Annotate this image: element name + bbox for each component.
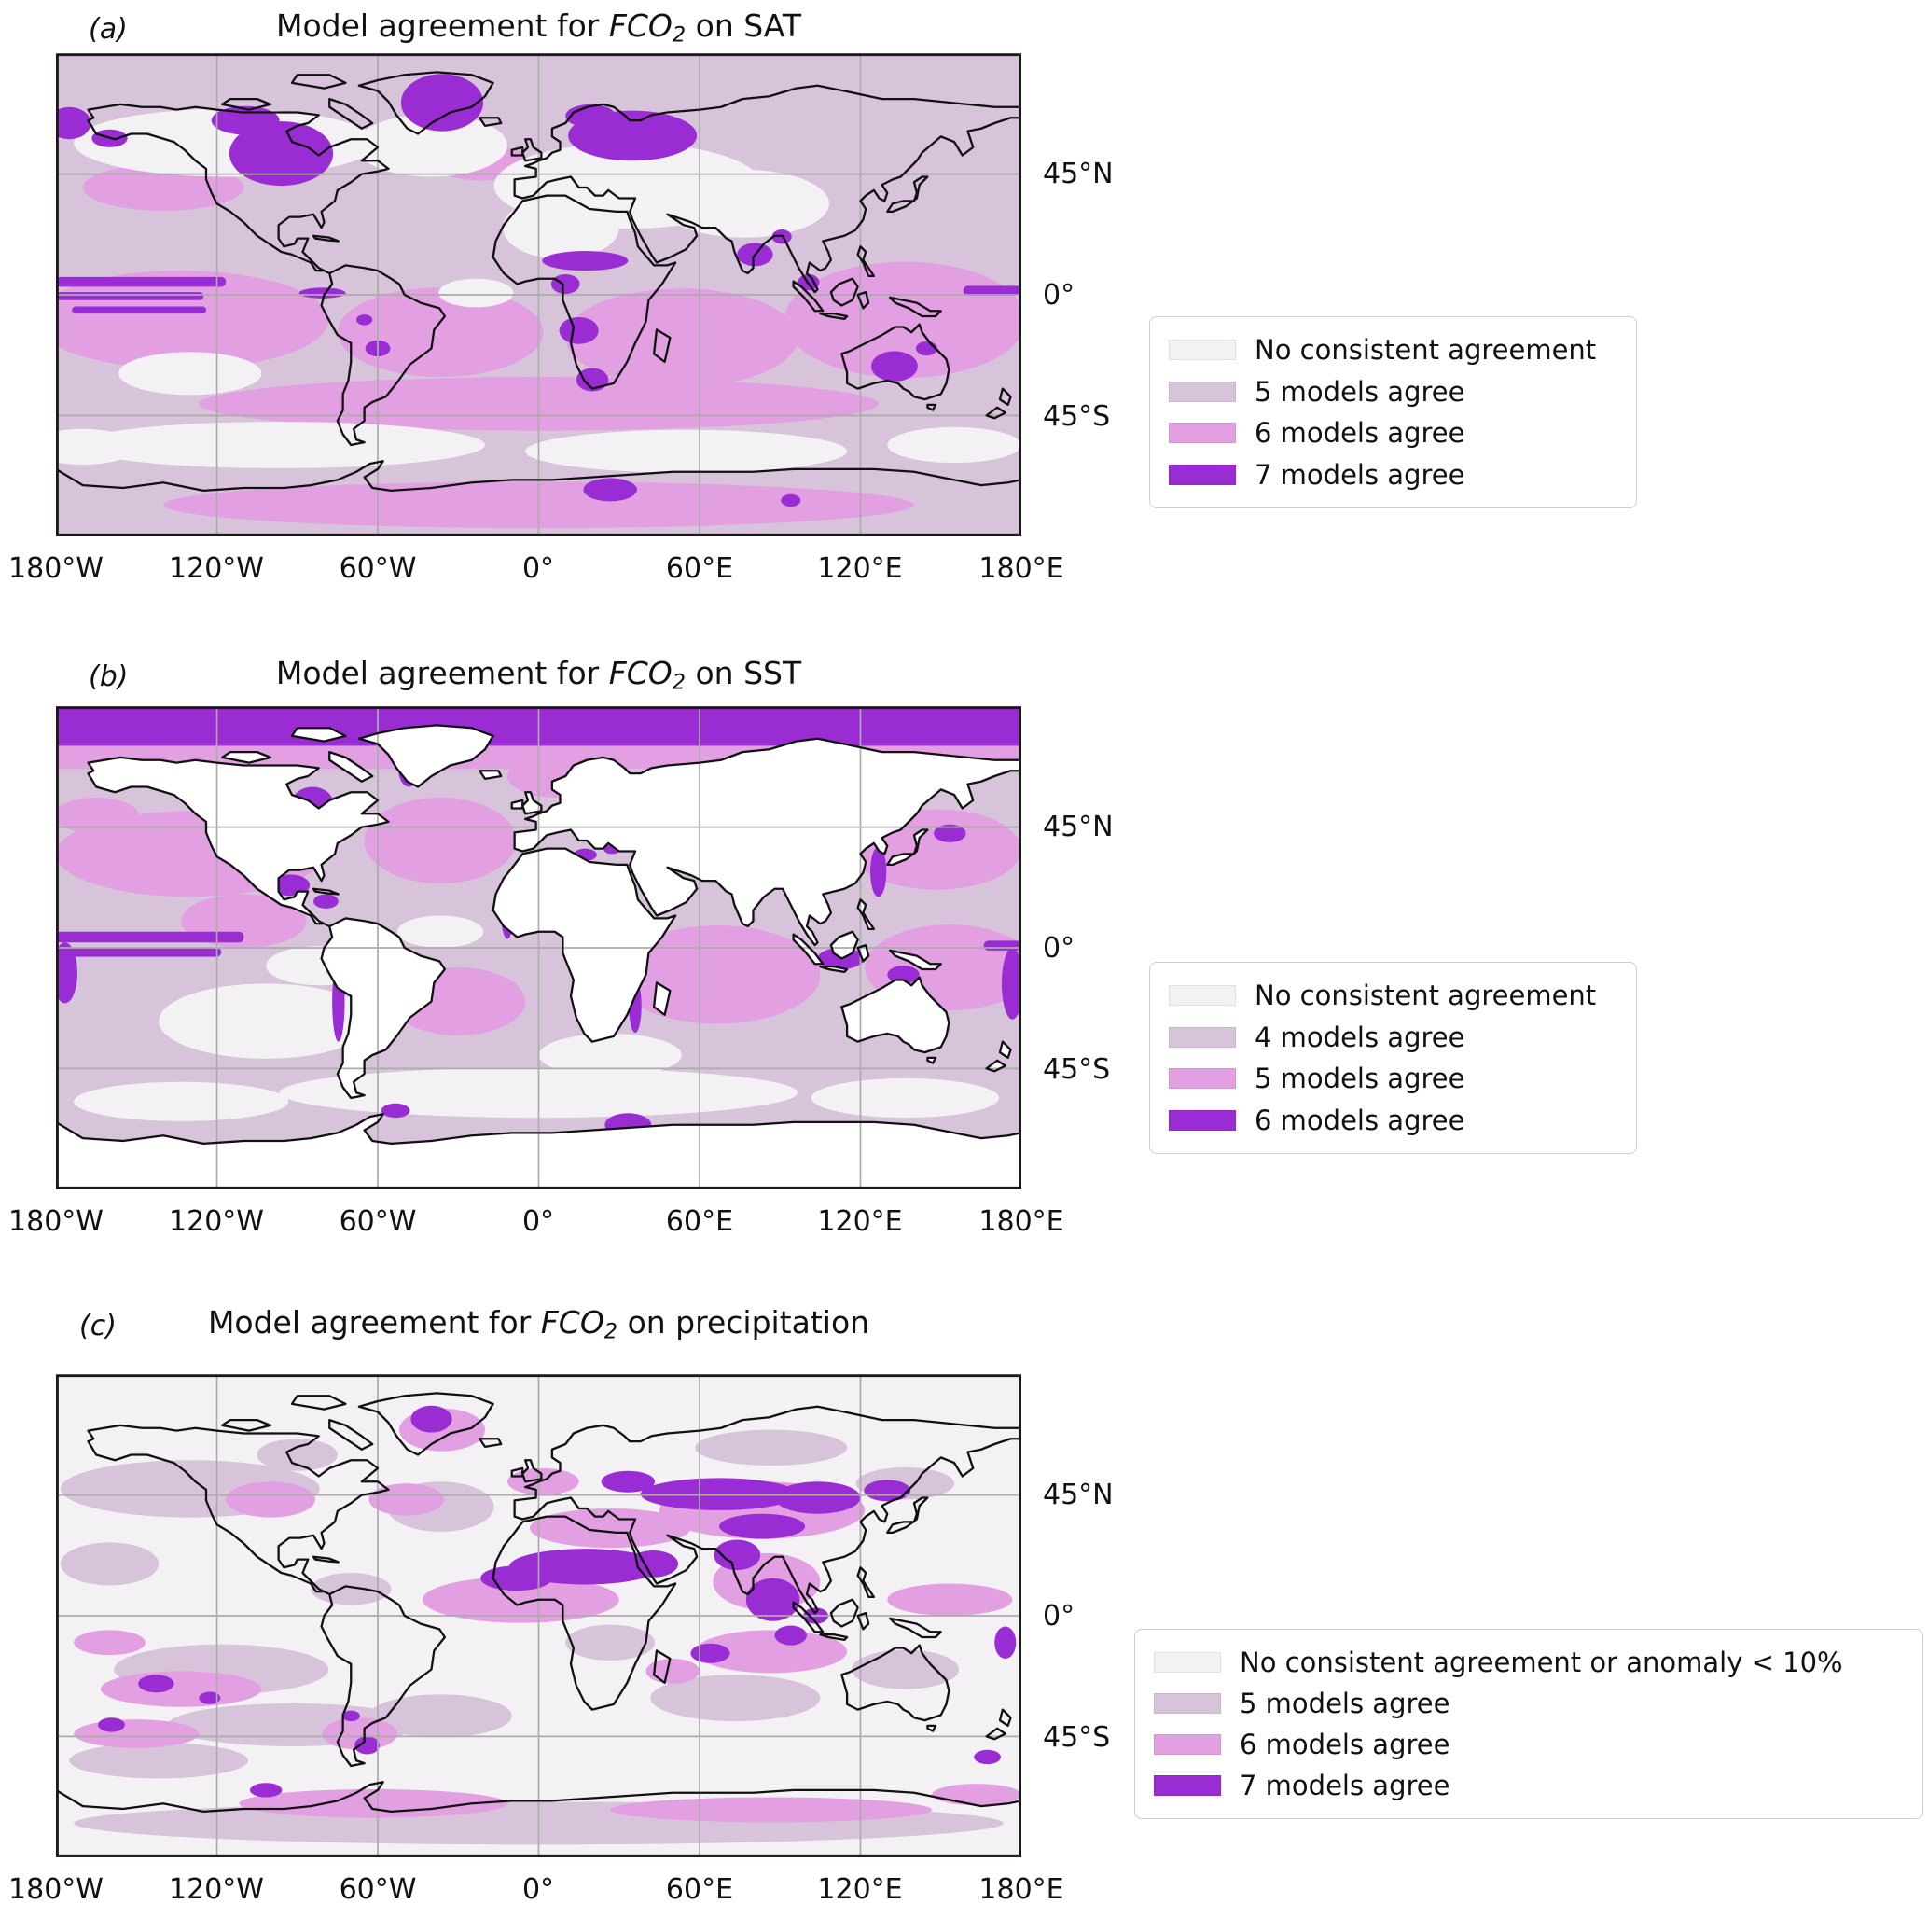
legend-item: 4 models agree bbox=[1169, 1022, 1617, 1053]
legend-swatch bbox=[1169, 1026, 1236, 1048]
map-sat bbox=[56, 53, 1021, 536]
legend-c: No consistent agreement or anomaly < 10%… bbox=[1134, 1629, 1923, 1819]
legend-item: 5 models agree bbox=[1154, 1688, 1904, 1719]
xtick: 120°W bbox=[169, 552, 264, 585]
xtick: 180°E bbox=[978, 1873, 1064, 1906]
legend-a: No consistent agreement 5 models agree 6… bbox=[1149, 316, 1637, 508]
legend-swatch bbox=[1169, 381, 1236, 402]
legend-item: 5 models agree bbox=[1169, 376, 1617, 408]
legend-item: No consistent agreement or anomaly < 10% bbox=[1154, 1647, 1904, 1678]
panel-b-label: (b) bbox=[89, 660, 129, 693]
ytick: 45°S bbox=[1043, 1053, 1111, 1086]
xtick: 180°E bbox=[978, 552, 1064, 585]
panel-c: (c) Model agreement for FCO2 on precipit… bbox=[0, 1297, 1928, 1932]
map-border bbox=[56, 706, 1021, 1189]
panel-c-title: Model agreement for FCO2 on precipitatio… bbox=[207, 1304, 870, 1344]
ytick: 45°S bbox=[1043, 1721, 1111, 1754]
xtick: 60°W bbox=[339, 1873, 417, 1906]
panel-a-title: Model agreement for FCO2 on SAT bbox=[276, 7, 801, 48]
legend-item: 7 models agree bbox=[1154, 1770, 1904, 1801]
ytick: 45°N bbox=[1043, 811, 1114, 843]
pr-6-models-layer bbox=[74, 1408, 1021, 1823]
pr-7-models-layer bbox=[98, 1405, 1017, 1798]
panel-a: (a) Model agreement for FCO2 on SAT bbox=[0, 0, 1928, 647]
legend-item: 7 models agree bbox=[1169, 459, 1617, 491]
ytick: 0° bbox=[1043, 932, 1075, 965]
xtick: 180°W bbox=[8, 552, 104, 585]
legend-b: No consistent agreement 4 models agree 5… bbox=[1149, 962, 1637, 1154]
legend-swatch bbox=[1169, 340, 1236, 361]
xtick: 0° bbox=[521, 1205, 555, 1238]
panel-a-label: (a) bbox=[89, 13, 128, 46]
xtick: 120°E bbox=[817, 1205, 903, 1238]
legend-swatch bbox=[1154, 1734, 1221, 1755]
ytick: 45°S bbox=[1043, 400, 1111, 433]
legend-item: 6 models agree bbox=[1169, 417, 1617, 449]
legend-item: 5 models agree bbox=[1169, 1063, 1617, 1094]
xtick: 60°E bbox=[665, 1205, 734, 1238]
xtick: 180°W bbox=[8, 1873, 104, 1906]
xtick: 120°E bbox=[817, 552, 903, 585]
xtick: 60°E bbox=[665, 1873, 734, 1906]
xtick: 60°E bbox=[665, 552, 734, 585]
map-sst bbox=[56, 706, 1021, 1189]
legend-swatch bbox=[1154, 1775, 1221, 1796]
ytick: 0° bbox=[1043, 1600, 1075, 1633]
xtick: 0° bbox=[521, 1873, 555, 1906]
xtick: 60°W bbox=[339, 1205, 417, 1238]
legend-item: 6 models agree bbox=[1169, 1105, 1617, 1136]
legend-swatch bbox=[1169, 423, 1236, 444]
xtick: 120°E bbox=[817, 1873, 903, 1906]
xtick: 60°W bbox=[339, 552, 417, 585]
xtick: 120°W bbox=[169, 1873, 264, 1906]
legend-swatch bbox=[1169, 1068, 1236, 1090]
xtick: 180°E bbox=[978, 1205, 1064, 1238]
legend-item: No consistent agreement bbox=[1169, 980, 1617, 1011]
panel-b: (b) Model agreement for FCO2 on SST bbox=[0, 647, 1928, 1297]
legend-item: 6 models agree bbox=[1154, 1729, 1904, 1760]
ytick: 0° bbox=[1043, 279, 1075, 312]
panel-b-title: Model agreement for FCO2 on SST bbox=[275, 655, 802, 695]
legend-swatch bbox=[1154, 1652, 1221, 1673]
ytick: 45°N bbox=[1043, 158, 1114, 190]
legend-item: No consistent agreement bbox=[1169, 334, 1617, 366]
map-border bbox=[56, 53, 1021, 536]
legend-swatch bbox=[1154, 1693, 1221, 1714]
map-border bbox=[56, 1374, 1021, 1857]
panel-c-label: (c) bbox=[79, 1310, 117, 1342]
ytick: 45°N bbox=[1043, 1479, 1114, 1511]
legend-swatch bbox=[1169, 464, 1236, 485]
legend-swatch bbox=[1169, 1109, 1236, 1131]
legend-swatch bbox=[1169, 985, 1236, 1007]
map-precipitation bbox=[56, 1374, 1021, 1857]
xtick: 0° bbox=[521, 552, 555, 585]
xtick: 120°W bbox=[169, 1205, 264, 1238]
xtick: 180°W bbox=[8, 1205, 104, 1238]
